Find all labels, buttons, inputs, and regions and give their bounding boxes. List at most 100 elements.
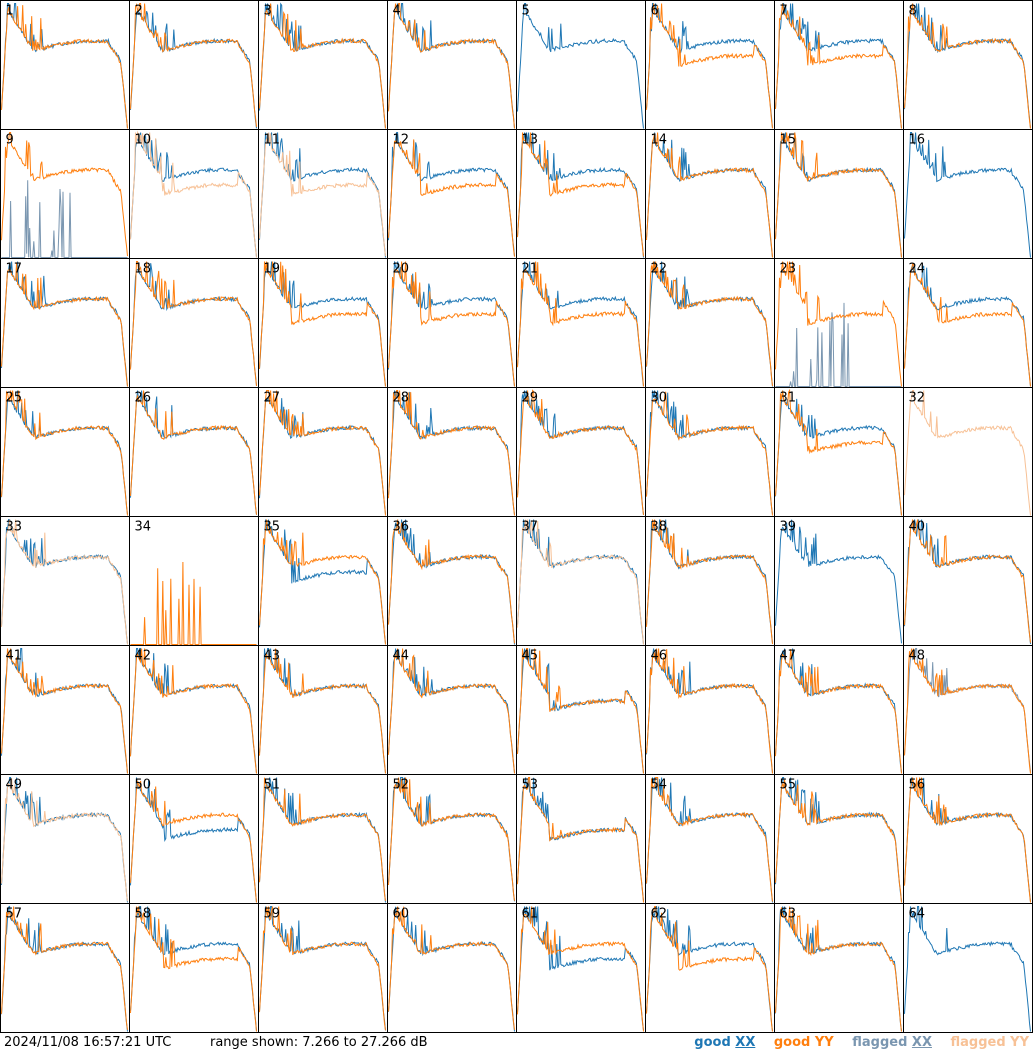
series-yy	[775, 779, 902, 903]
panel-9: 9	[0, 129, 130, 259]
panel-label: 24	[909, 262, 926, 277]
panel-label: 44	[393, 649, 410, 664]
series-xx	[904, 906, 1031, 1032]
panel-label: 2	[135, 4, 143, 19]
panel-frame	[516, 516, 646, 646]
series-yy	[646, 906, 773, 1032]
panel-frame	[0, 129, 130, 259]
series-yy	[775, 649, 902, 774]
panel-label: 30	[651, 391, 668, 406]
panel-label: 12	[393, 133, 410, 148]
panel-label: 27	[264, 391, 281, 406]
range-label: range shown: 7.266 to 27.266 dB	[210, 1035, 428, 1050]
series-yy	[517, 389, 644, 515]
series-yy	[775, 132, 902, 258]
panel-label: 45	[522, 649, 539, 664]
panel-frame	[774, 774, 904, 904]
panel-52: 52	[387, 774, 517, 904]
series-yy	[646, 3, 773, 129]
series-yy	[775, 906, 902, 1032]
panel-frame	[774, 645, 904, 775]
panel-33: 33	[0, 516, 130, 646]
panel-frame	[387, 516, 517, 646]
panel-frame	[129, 645, 259, 775]
panel-frame	[258, 387, 388, 517]
series-xx	[1, 261, 128, 387]
panel-31: 31	[774, 387, 904, 517]
panel-frame	[645, 387, 775, 517]
panel-35: 35	[258, 516, 388, 646]
panel-label: 19	[264, 262, 281, 277]
panel-12: 12	[387, 129, 517, 259]
series-xx	[259, 2, 386, 129]
series-yy	[259, 777, 386, 901]
panel-label: 6	[651, 4, 659, 19]
panel-frame	[387, 0, 517, 130]
panel-label: 42	[135, 649, 152, 664]
series-yy	[259, 132, 386, 257]
panel-label: 36	[393, 520, 410, 535]
series-yy	[517, 261, 644, 387]
series-yy	[904, 3, 1031, 129]
series-yy	[646, 777, 773, 902]
panel-frame	[903, 0, 1033, 130]
panel-frame	[516, 774, 646, 904]
series-xx	[388, 261, 515, 387]
series-yy	[904, 519, 1031, 643]
series-yy	[130, 561, 257, 645]
series-yy	[259, 3, 386, 129]
panel-frame	[0, 258, 130, 388]
series-xx	[388, 519, 515, 645]
panel-38: 38	[645, 516, 775, 646]
panel-label: 17	[6, 262, 23, 277]
series-yy	[130, 906, 257, 1032]
series-xx	[130, 132, 257, 257]
panel-frame	[0, 774, 130, 904]
panel-frame	[129, 387, 259, 517]
panel-label: 13	[522, 133, 539, 148]
panel-30: 30	[645, 387, 775, 517]
panel-frame	[0, 516, 130, 646]
panel-frame	[903, 129, 1033, 259]
series-xx	[388, 906, 515, 1032]
panel-frame	[516, 0, 646, 130]
series-yy	[646, 648, 773, 774]
panel-label: 5	[522, 4, 530, 19]
panel-36: 36	[387, 516, 517, 646]
series-yy	[388, 777, 515, 901]
legend-flagged-yy: flagged YY	[950, 1035, 1030, 1050]
panel-label: 37	[522, 520, 539, 535]
panel-label: 7	[780, 4, 788, 19]
panel-32: 32	[903, 387, 1033, 517]
panel-frame	[645, 129, 775, 259]
panel-label: 11	[264, 133, 281, 148]
series-yy	[1, 519, 128, 645]
series-xx	[1, 180, 128, 258]
panel-label: 43	[264, 649, 281, 664]
series-xx	[646, 519, 773, 644]
panel-41: 41	[0, 645, 130, 775]
panel-11: 11	[258, 129, 388, 259]
legend: good XX good YY flagged XX flagged YY	[680, 1034, 1029, 1052]
series-yy	[388, 139, 515, 257]
legend-good-yy: good YY	[773, 1035, 834, 1050]
series-yy	[130, 3, 257, 127]
panel-frame	[387, 129, 517, 259]
panel-63: 63	[774, 903, 904, 1033]
series-xx	[904, 263, 1031, 387]
panel-frame	[903, 903, 1033, 1033]
panel-label: 55	[780, 778, 797, 793]
legend-flagged-xx: flagged XX	[852, 1035, 932, 1050]
panel-56: 56	[903, 774, 1033, 904]
panel-label: 15	[780, 133, 797, 148]
series-yy	[904, 777, 1031, 903]
panel-26: 26	[129, 387, 259, 517]
panel-37: 37	[516, 516, 646, 646]
panel-46: 46	[645, 645, 775, 775]
panel-label: 4	[393, 4, 401, 19]
panel-17: 17	[0, 258, 130, 388]
panel-frame	[645, 0, 775, 130]
panel-label: 32	[909, 391, 926, 406]
series-yy	[130, 130, 257, 258]
panel-label: 35	[264, 520, 281, 535]
